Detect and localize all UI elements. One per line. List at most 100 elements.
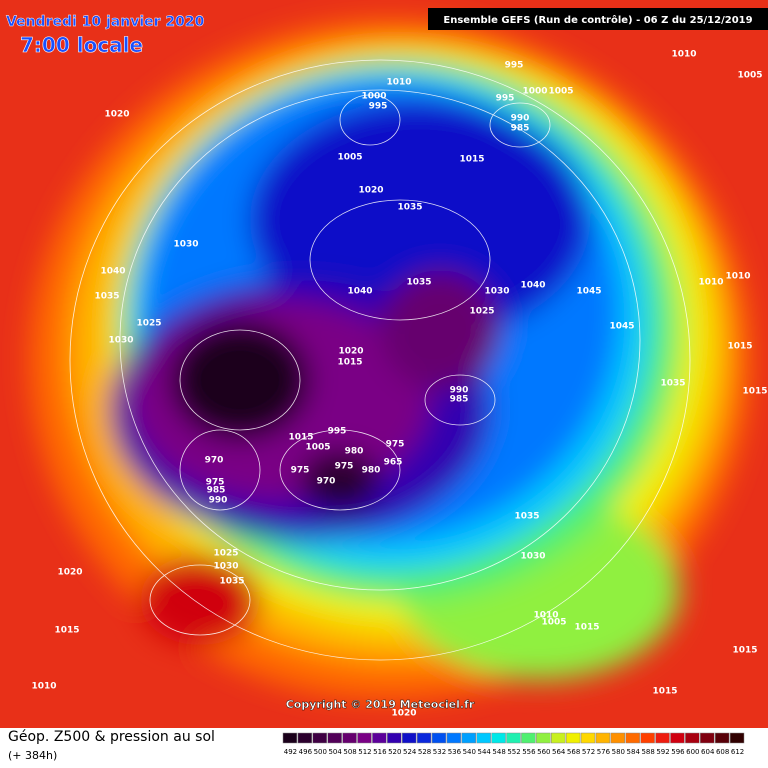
scale-swatch — [565, 732, 581, 744]
isobar-label: 1015 — [652, 687, 677, 697]
isobar-label: 1025 — [136, 319, 161, 329]
scale-swatch — [625, 732, 640, 744]
isobar-label: 965 — [384, 458, 403, 468]
isobar-label: 1010 — [533, 611, 558, 621]
isobar-label: 970 — [317, 477, 336, 487]
isobar-label: 1020 — [358, 186, 383, 196]
isobar-label: 1005 — [337, 153, 362, 163]
scale-label: 604 — [701, 748, 715, 756]
footer-title: Géop. Z500 & pression au sol — [8, 729, 215, 745]
scale-label: 516 — [373, 748, 387, 756]
isobar-label: 1010 — [386, 78, 411, 88]
run-banner — [428, 8, 768, 30]
scale-label: 508 — [343, 748, 356, 756]
isobar-label: 1035 — [94, 292, 119, 302]
scale-label: 576 — [597, 748, 611, 756]
isobar-label: 1035 — [219, 577, 244, 587]
scale-swatch — [372, 732, 387, 744]
scale-label: 520 — [388, 748, 401, 756]
isobar-label: 975 — [335, 462, 354, 472]
isobar-label: 1040 — [520, 281, 545, 291]
isobar-label: 995 — [505, 61, 524, 71]
isobar-label: 1000 — [361, 92, 386, 102]
isobar-label: 1030 — [173, 240, 198, 250]
isobar-label: 985 — [450, 395, 469, 405]
scale-label: 596 — [671, 748, 685, 756]
isobar-label: 1030 — [484, 287, 509, 297]
scale-swatch — [297, 732, 313, 744]
isobar-label: 1015 — [288, 433, 313, 443]
scale-label: 564 — [552, 748, 566, 756]
scale-swatch — [580, 732, 596, 744]
isobar-label: 1020 — [57, 568, 82, 578]
scale-swatch — [640, 732, 655, 744]
isobar-label: 1025 — [213, 549, 238, 559]
isobar-label: 1005 — [737, 71, 762, 81]
isobar-label: 1020 — [338, 347, 363, 357]
isobar-label: 985 — [511, 124, 530, 134]
scale-label: 544 — [478, 748, 492, 756]
scale-swatch — [387, 732, 402, 744]
scale-swatch — [685, 732, 700, 744]
isobar-label: 975 — [291, 466, 310, 476]
date: Vendredi 10 janvier 2020 — [6, 14, 205, 30]
scale-label: 612 — [731, 748, 744, 756]
scale-label: 560 — [537, 748, 550, 756]
isobar-label: 1000 — [522, 87, 547, 97]
scale-label: 500 — [314, 748, 327, 756]
run-info: Ensemble GEFS (Run de contrôle) - 06 Z d… — [443, 14, 752, 26]
isobar-label: 1035 — [660, 379, 685, 389]
isobars — [69, 59, 691, 661]
scale-label: 536 — [448, 748, 462, 756]
isobar-label: 980 — [362, 466, 381, 476]
color-scale: 492 496 500 504 508 512 516 520 524 528 532 536 540 5… — [282, 732, 745, 756]
scale-swatch — [521, 732, 536, 744]
isobar-label: 980 — [345, 447, 364, 457]
scale-label: 552 — [507, 748, 520, 756]
isobar-label: 985 — [207, 486, 226, 496]
scale-label: 600 — [686, 748, 699, 756]
isobar-label: 995 — [369, 102, 388, 112]
isobar-label: 1035 — [514, 512, 539, 522]
isobar-label: 1015 — [574, 623, 599, 633]
scale-swatch — [357, 732, 372, 744]
isobar-label: 1010 — [725, 272, 750, 282]
isobar-label: 1030 — [520, 552, 545, 562]
isobar-label: 1040 — [347, 287, 372, 297]
isobar-label: 1015 — [727, 342, 752, 352]
isobar-label: 970 — [205, 456, 224, 466]
scale-swatch — [610, 732, 626, 744]
scale-label: 592 — [656, 748, 669, 756]
scale-swatch — [536, 732, 551, 744]
scale-swatch — [401, 732, 417, 744]
scale-swatch — [446, 732, 462, 744]
isobar-label: 1010 — [698, 278, 723, 288]
isobar-label: 1010 — [31, 682, 56, 692]
field — [30, 20, 750, 700]
isobar-label: 995 — [496, 94, 515, 104]
isobar-label: 1035 — [406, 278, 431, 288]
scale-label: 540 — [463, 748, 476, 756]
isobar-label: 1045 — [609, 322, 634, 332]
scale-label: 512 — [358, 748, 371, 756]
isobar-label: 975 — [386, 440, 405, 450]
isobar-label: 1025 — [469, 307, 494, 317]
legend-panel: Géop. Z500 & pression au sol (+ 384h) 49… — [8, 729, 745, 762]
isobar-label: 1005 — [548, 87, 573, 97]
isobar-label: 1015 — [732, 646, 757, 656]
isobar-label: 1005 — [305, 443, 330, 453]
scale-swatch — [729, 732, 745, 744]
scale-label: 528 — [418, 748, 431, 756]
scale-swatch — [655, 732, 670, 744]
scale-label: 492 — [284, 748, 297, 756]
scale-swatch — [714, 732, 730, 744]
isobar-label: 1015 — [54, 626, 79, 636]
scale-label: 584 — [627, 748, 641, 756]
isobar-label: 1030 — [108, 336, 133, 346]
isobar-label: 1035 — [397, 203, 422, 213]
scale-label: 504 — [328, 748, 342, 756]
isobar-label: 1030 — [213, 562, 238, 572]
scale-swatch — [551, 732, 566, 744]
